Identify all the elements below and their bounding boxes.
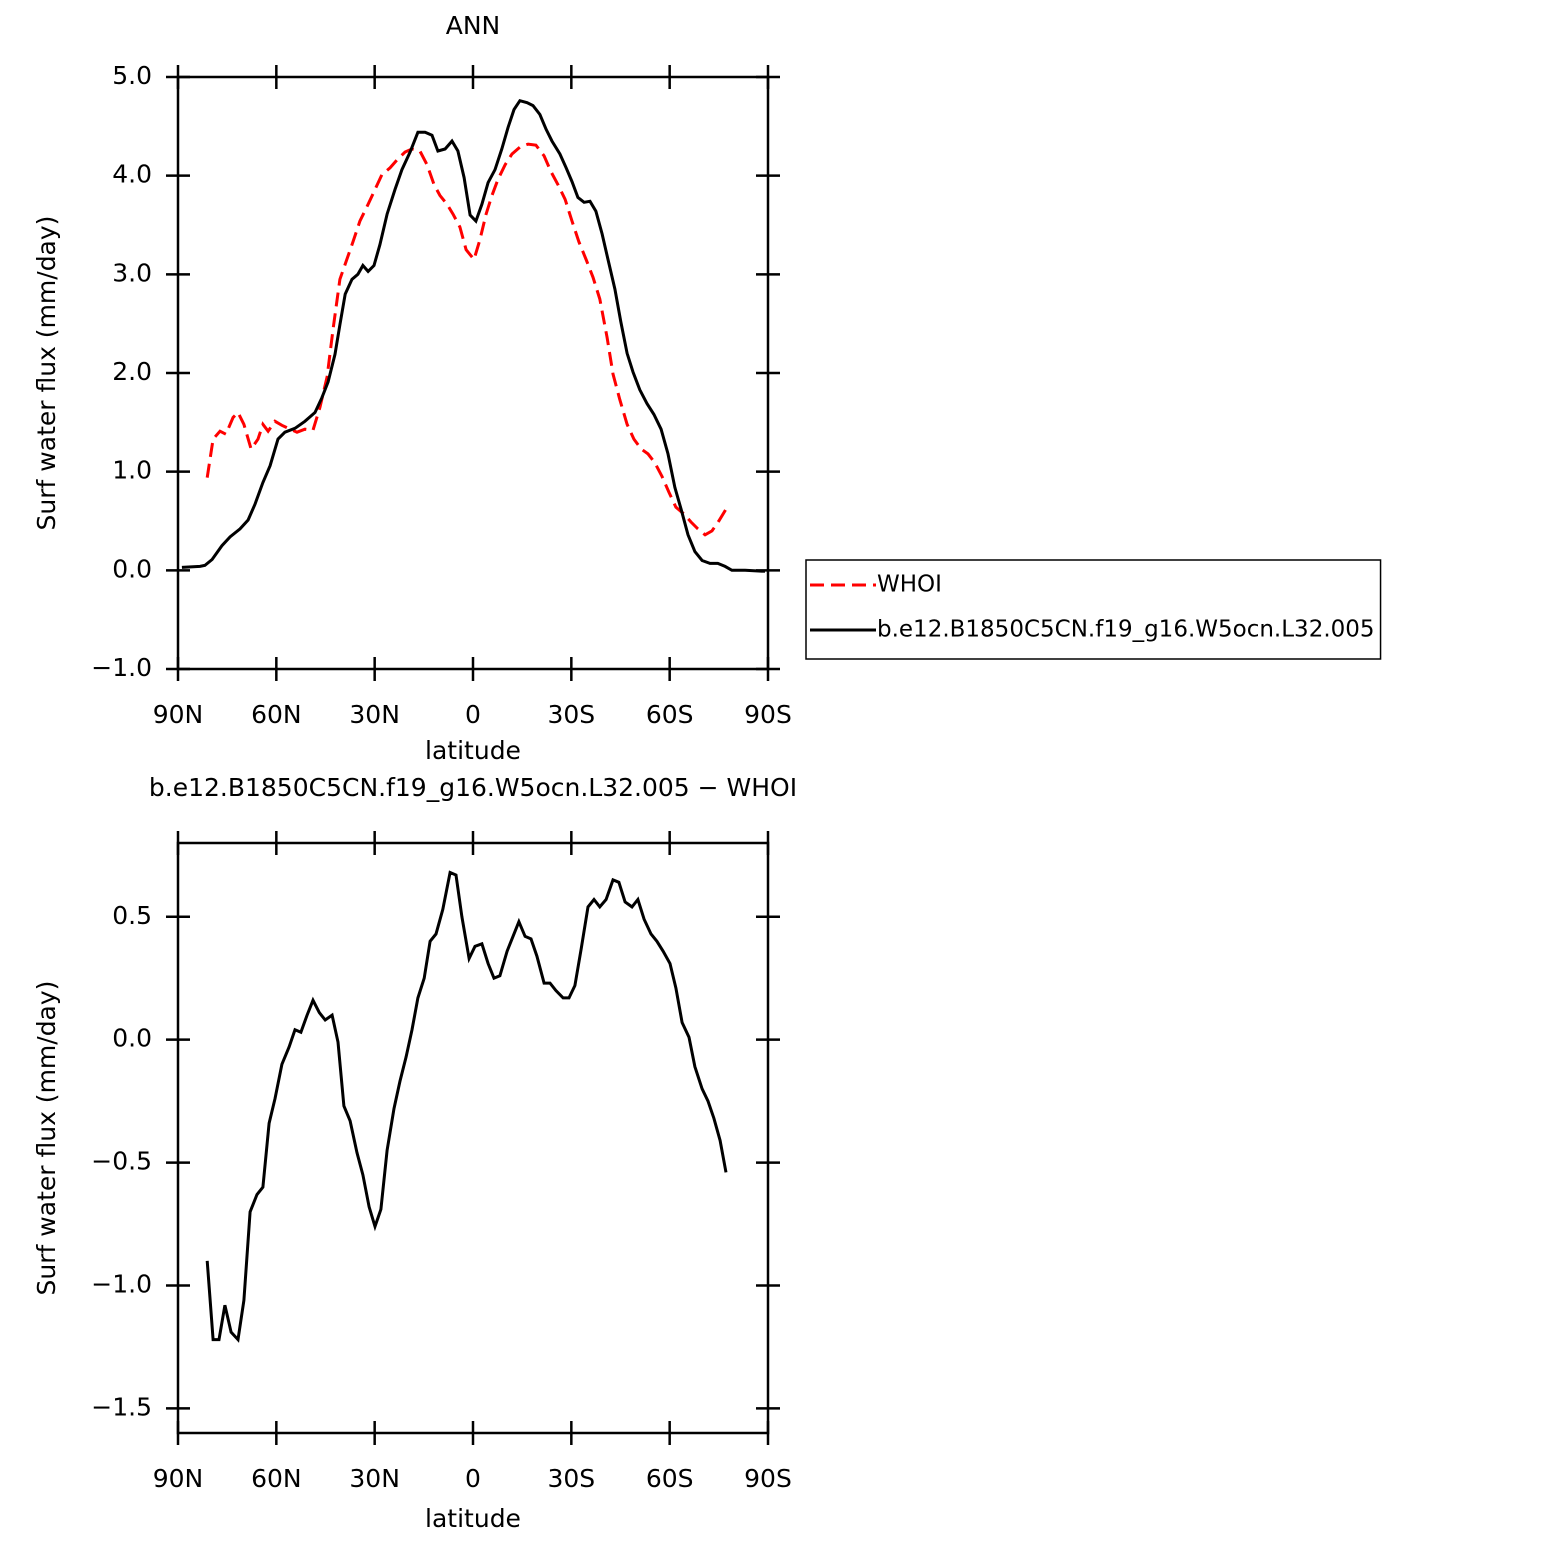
chart-title: ANN <box>446 11 501 40</box>
x-tick-label: 90N <box>153 1464 204 1493</box>
y-tick-label: 0.5 <box>112 901 152 930</box>
y-tick-label: 5.0 <box>112 61 152 90</box>
x-tick-label: 30N <box>349 700 400 729</box>
x-tick-label: 60S <box>646 700 694 729</box>
data-line <box>181 98 766 573</box>
y-tick-label: −1.0 <box>91 653 152 682</box>
x-axis-label: latitude <box>425 736 521 765</box>
y-tick-label: 3.0 <box>112 258 152 287</box>
y-tick-label: 4.0 <box>112 160 152 189</box>
data-line <box>205 142 728 537</box>
plot-frame <box>176 75 770 671</box>
y-tick-label: −0.5 <box>91 1147 152 1176</box>
x-tick-label: 30N <box>349 1464 400 1493</box>
y-axis-label: Surf water flux (mm/day) <box>32 981 61 1296</box>
x-tick-label: 0 <box>465 700 481 729</box>
x-tick-label: 60N <box>251 1464 302 1493</box>
x-tick-label: 30S <box>547 700 595 729</box>
y-tick-label: 2.0 <box>112 357 152 386</box>
y-tick-label: −1.0 <box>91 1270 152 1299</box>
y-tick-label: 1.0 <box>112 456 152 485</box>
x-tick-label: 60N <box>251 700 302 729</box>
x-tick-label: 0 <box>465 1464 481 1493</box>
x-tick-label: 90S <box>744 1464 792 1493</box>
x-tick-label: 90N <box>153 700 204 729</box>
legend-label: b.e12.B1850C5CN.f19_g16.W5ocn.L32.005 <box>877 617 1375 643</box>
y-axis-label: Surf water flux (mm/day) <box>32 216 61 531</box>
y-tick-label: 0.0 <box>112 1024 152 1053</box>
legend-label: WHOI <box>877 572 942 598</box>
x-tick-label: 90S <box>744 700 792 729</box>
y-tick-label: −1.5 <box>91 1392 152 1421</box>
x-tick-label: 60S <box>646 1464 694 1493</box>
chart-title: b.e12.B1850C5CN.f19_g16.W5ocn.L32.005 − … <box>149 773 797 802</box>
x-axis-label: latitude <box>425 1504 521 1533</box>
y-tick-label: 0.0 <box>112 554 152 583</box>
legend-box <box>805 559 1382 660</box>
legend: WHOI b.e12.B1850C5CN.f19_g16.W5ocn.L32.00… <box>805 559 1382 660</box>
x-tick-label: 30S <box>547 1464 595 1493</box>
data-line <box>205 870 728 1343</box>
